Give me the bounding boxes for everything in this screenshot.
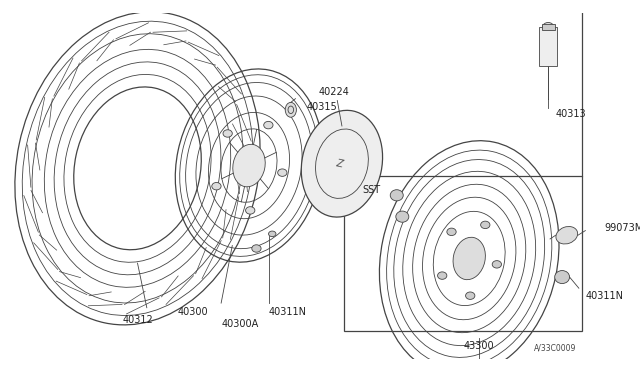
- Bar: [539, 27, 557, 66]
- Text: SST: SST: [362, 185, 381, 195]
- Ellipse shape: [252, 245, 261, 252]
- Text: 40313: 40313: [556, 109, 586, 119]
- Text: 43300: 43300: [463, 341, 494, 351]
- Ellipse shape: [223, 130, 232, 137]
- Bar: [344, 176, 582, 331]
- Text: 40315: 40315: [307, 102, 337, 112]
- Ellipse shape: [301, 110, 383, 217]
- Ellipse shape: [492, 261, 502, 268]
- Ellipse shape: [390, 190, 403, 201]
- Ellipse shape: [481, 221, 490, 229]
- Text: 40224: 40224: [319, 87, 349, 97]
- Text: 40311N: 40311N: [269, 307, 307, 317]
- Ellipse shape: [285, 102, 296, 117]
- Ellipse shape: [396, 211, 409, 222]
- Text: Z: Z: [335, 158, 344, 169]
- Ellipse shape: [438, 272, 447, 279]
- Text: A/33C0009: A/33C0009: [534, 343, 576, 352]
- Ellipse shape: [264, 121, 273, 129]
- Ellipse shape: [453, 237, 485, 280]
- Bar: [541, 24, 555, 30]
- Ellipse shape: [447, 228, 456, 235]
- Ellipse shape: [278, 169, 287, 176]
- Ellipse shape: [556, 227, 578, 244]
- Ellipse shape: [246, 207, 255, 214]
- Ellipse shape: [465, 292, 475, 299]
- Text: 99073M: 99073M: [604, 223, 640, 233]
- Ellipse shape: [543, 22, 554, 32]
- Ellipse shape: [212, 183, 221, 190]
- Text: 40300: 40300: [178, 307, 209, 317]
- Ellipse shape: [269, 231, 276, 237]
- Text: 40311N: 40311N: [586, 291, 623, 301]
- Text: 40300A: 40300A: [221, 318, 259, 328]
- Text: 40312: 40312: [122, 315, 153, 325]
- Ellipse shape: [555, 270, 570, 283]
- Ellipse shape: [233, 144, 265, 187]
